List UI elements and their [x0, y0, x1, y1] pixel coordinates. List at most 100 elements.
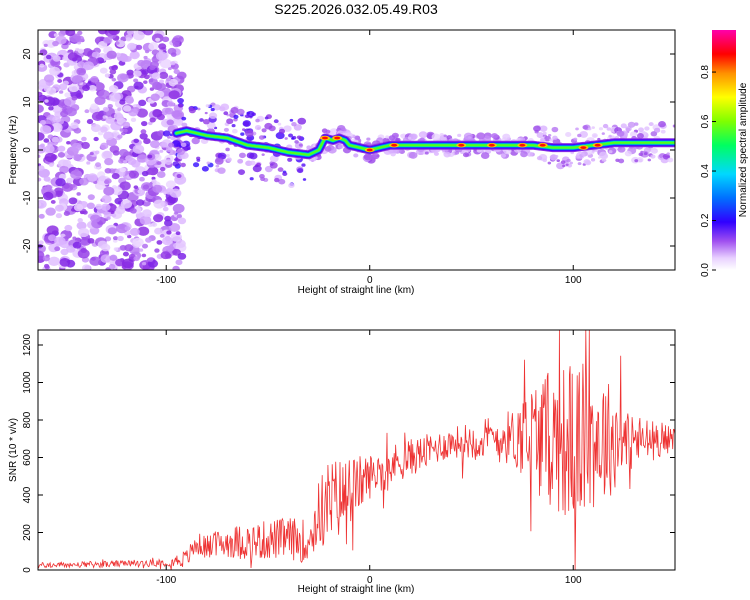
heatmap-noise-blob [103, 131, 114, 141]
heatmap-halo-blob [555, 154, 559, 158]
heatmap-noise-blob [173, 69, 180, 75]
heatmap-noise-blob [47, 234, 57, 242]
heatmap-peak-core [519, 143, 526, 147]
heatmap-noise-blob [111, 65, 118, 71]
heatmap-halo-blob [644, 126, 650, 131]
heatmap-noise-blob [142, 209, 152, 218]
heatmap-halo-blob [186, 147, 191, 151]
heatmap-noise-blob [112, 236, 119, 241]
heatmap-halo-blob [443, 134, 447, 138]
snr-x-axis-label: Height of straight line (km) [298, 584, 415, 595]
heatmap-halo-blob [433, 151, 439, 156]
heatmap-halo-blob [569, 161, 574, 165]
heatmap-noise-blob [70, 169, 83, 180]
heatmap-noise-blob [176, 214, 183, 219]
colorbar-tick-label: 0.2 [700, 213, 711, 227]
heatmap-noise-blob [106, 216, 111, 220]
heatmap-noise-blob [81, 136, 87, 142]
heatmap-noise-blob [175, 239, 186, 248]
heatmap-halo-blob [617, 146, 626, 153]
heatmap-halo-blob [252, 165, 262, 173]
heatmap-noise-blob [101, 195, 112, 204]
heatmap-noise-blob [103, 186, 115, 196]
heatmap-halo-blob [283, 125, 292, 132]
heatmap-halo-blob [575, 127, 579, 131]
heatmap-halo-blob [560, 160, 566, 164]
heatmap-noise-blob [157, 130, 165, 137]
heatmap-noise-blob [170, 52, 177, 57]
spectrogram-y-axis-label: Frequency (Hz) [8, 116, 19, 185]
heatmap-halo-blob [278, 128, 286, 134]
heatmap-halo-blob [431, 133, 441, 141]
heatmap-halo-blob [647, 158, 652, 162]
heatmap-noise-blob [148, 257, 154, 262]
heatmap-noise-blob [155, 82, 167, 91]
heatmap-noise-blob [124, 226, 131, 231]
heatmap-halo-blob [409, 133, 418, 140]
heatmap-noise-blob [82, 84, 90, 92]
heatmap-noise-blob [54, 246, 61, 252]
heatmap-noise-blob [75, 47, 80, 52]
heatmap-noise-blob [67, 52, 79, 61]
heatmap-noise-blob [57, 145, 66, 152]
heatmap-noise-blob [158, 43, 167, 50]
heatmap-noise-blob [104, 73, 111, 78]
heatmap-noise-blob [63, 211, 70, 217]
heatmap-noise-blob [62, 80, 69, 86]
heatmap-noise-blob [151, 72, 161, 80]
heatmap-halo-blob [552, 135, 558, 140]
heatmap-noise-blob [148, 77, 158, 86]
heatmap-noise-blob [90, 75, 99, 83]
heatmap-halo-blob [192, 162, 200, 168]
heatmap-noise-blob [89, 151, 94, 156]
heatmap-noise-blob [86, 161, 91, 165]
heatmap-noise-blob [100, 254, 112, 263]
heatmap-noise-blob [103, 179, 110, 185]
heatmap-halo-blob [167, 135, 171, 139]
heatmap-noise-blob [118, 158, 125, 164]
heatmap-noise-blob [104, 236, 112, 242]
heatmap-noise-blob [48, 162, 54, 167]
heatmap-noise-blob [81, 141, 90, 149]
heatmap-halo-blob [243, 121, 250, 127]
heatmap-noise-blob [38, 165, 45, 171]
heatmap-halo-blob [407, 136, 412, 140]
heatmap-halo-blob [536, 155, 543, 161]
heatmap-noise-blob [105, 116, 115, 124]
heatmap-noise-blob [39, 125, 52, 135]
heatmap-noise-blob [91, 111, 104, 121]
heatmap-halo-blob [615, 158, 620, 162]
heatmap-noise-blob [53, 187, 64, 196]
heatmap-halo-blob [264, 116, 269, 120]
heatmap-noise-blob [137, 59, 146, 67]
colorbar: 0.0 0.2 0.4 0.6 0.8 Normalized spectral ampl… [700, 30, 749, 277]
heatmap-noise-blob [43, 43, 48, 47]
heatmap-noise-blob [62, 55, 69, 61]
heatmap-noise-blob [117, 107, 122, 111]
heatmap-ridge-band [175, 129, 675, 156]
heatmap-noise-blob [150, 93, 160, 102]
colorbar-gradient [712, 30, 736, 270]
heatmap-noise-blob [55, 204, 64, 212]
heatmap-halo-blob [354, 135, 361, 141]
heatmap-halo-blob [551, 126, 559, 133]
heatmap-noise-blob [93, 180, 98, 185]
spectrogram-y-tick-label: -20 [22, 238, 33, 253]
heatmap-noise-blob [86, 202, 95, 210]
heatmap-noise-blob [106, 50, 117, 59]
heatmap-noise-blob [64, 224, 73, 232]
heatmap-noise-blob [45, 54, 52, 60]
heatmap-noise-blob [128, 170, 140, 179]
heatmap-halo-blob [342, 128, 347, 132]
heatmap-noise-blob [141, 69, 149, 75]
heatmap-noise-blob [77, 227, 90, 238]
heatmap-halo-blob [168, 102, 174, 107]
heatmap-noise-blob [39, 49, 48, 56]
heatmap-noise-blob [113, 247, 119, 251]
heatmap-noise-blob [148, 42, 159, 51]
heatmap-halo-blob [618, 158, 625, 164]
heatmap-noise-blob [120, 199, 133, 209]
heatmap-noise-blob [129, 227, 140, 236]
heatmap-halo-blob [598, 151, 608, 159]
heatmap-halo-blob [643, 152, 648, 156]
